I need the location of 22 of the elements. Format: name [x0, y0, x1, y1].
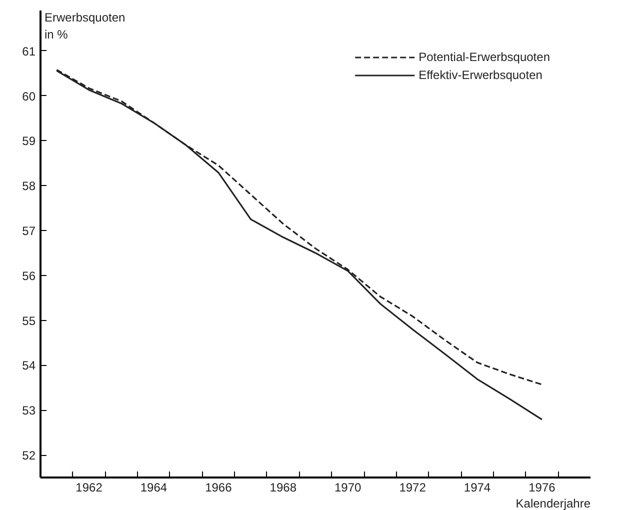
legend-label: Potential-Erwerbsquoten [418, 50, 550, 64]
x-tick-label: 1976 [528, 480, 556, 494]
y-tick-label: 56 [22, 268, 36, 283]
x-tick-label: 1962 [76, 480, 103, 494]
y-tick-label: 54 [22, 358, 36, 373]
y-tick-label: 52 [22, 448, 36, 463]
x-axis-title: Kalenderjahre [516, 496, 591, 510]
x-tick-label: 1970 [334, 480, 362, 494]
y-tick-label: 53 [22, 404, 36, 418]
y-tick-label: 61 [22, 44, 36, 58]
y-axis-title: Erwerbsquoten in % [44, 10, 126, 42]
y-tick-label: 60 [22, 89, 36, 104]
y-tick-label: 59 [22, 134, 36, 148]
x-tick-label: 1972 [399, 480, 426, 494]
x-tick-label: 1974 [464, 480, 491, 494]
y-tick-label: 57 [22, 224, 36, 238]
x-tick-label: 1968 [270, 480, 297, 494]
y-tick-label: 58 [22, 179, 36, 194]
x-tick-label: 1964 [140, 480, 168, 494]
legend-label: Effektiv-Erwerbsquoten [418, 68, 542, 82]
y-tick-label: 55 [22, 314, 36, 328]
x-tick-label: 1966 [205, 480, 232, 494]
